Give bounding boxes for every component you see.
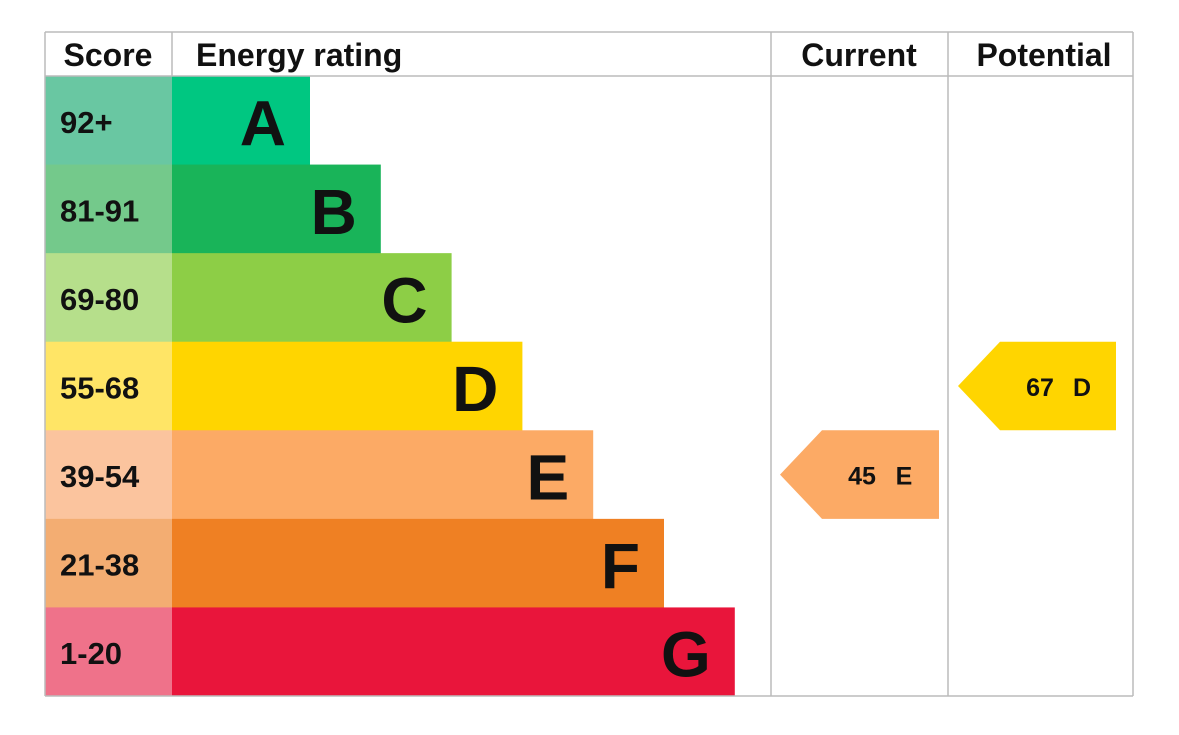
- header-current: Current: [801, 37, 917, 73]
- potential-value: 67: [1026, 374, 1054, 402]
- rating-letter: D: [452, 353, 498, 425]
- rating-bar: [172, 164, 381, 254]
- rating-letter: B: [311, 176, 357, 248]
- score-label: 55-68: [60, 371, 139, 406]
- current-letter: E: [896, 463, 913, 491]
- score-label: 92+: [60, 105, 113, 140]
- rating-bar: [172, 430, 594, 520]
- score-label: 1-20: [60, 636, 122, 671]
- score-label: 21-38: [60, 548, 139, 583]
- header-rating: Energy rating: [196, 37, 402, 73]
- rating-bar: [172, 76, 310, 166]
- rating-bar: [172, 518, 664, 608]
- score-label: 81-91: [60, 193, 139, 228]
- current-arrow: [780, 430, 939, 519]
- rating-letter: G: [661, 619, 711, 691]
- potential-letter: D: [1073, 374, 1091, 402]
- rating-bar: [172, 341, 523, 431]
- score-cell: [45, 607, 172, 697]
- current-value: 45: [848, 463, 876, 491]
- score-cell: [45, 76, 172, 166]
- rating-bar: [172, 253, 452, 343]
- score-label: 39-54: [60, 459, 140, 494]
- rating-letter: E: [527, 442, 570, 514]
- score-cell: [45, 430, 172, 520]
- score-cell: [45, 341, 172, 431]
- rating-letter: F: [601, 530, 640, 602]
- rating-letter: C: [381, 264, 427, 336]
- score-label: 69-80: [60, 282, 139, 317]
- score-cell: [45, 164, 172, 254]
- score-cell: [45, 253, 172, 343]
- rating-letter: A: [240, 87, 286, 159]
- rating-bar: [172, 607, 735, 697]
- header-score: Score: [64, 37, 153, 73]
- header-potential: Potential: [976, 37, 1111, 73]
- score-cell: [45, 518, 172, 608]
- potential-arrow: [958, 341, 1116, 431]
